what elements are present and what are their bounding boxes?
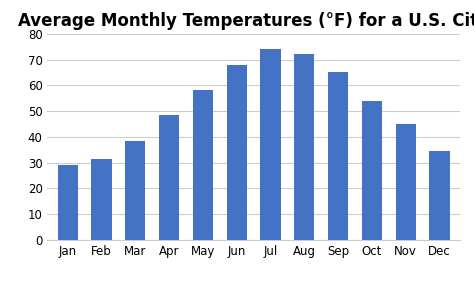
Bar — [159, 115, 179, 240]
Bar — [193, 91, 213, 240]
Bar — [362, 101, 382, 240]
Bar — [91, 159, 111, 240]
Bar — [294, 54, 314, 240]
Bar — [125, 141, 146, 240]
Bar — [328, 72, 348, 240]
Bar — [57, 165, 78, 240]
Title: Average Monthly Temperatures (°F) for a U.S. City: Average Monthly Temperatures (°F) for a … — [18, 12, 474, 30]
Bar — [227, 65, 247, 240]
Bar — [429, 151, 450, 240]
Bar — [396, 124, 416, 240]
Bar — [260, 49, 281, 240]
